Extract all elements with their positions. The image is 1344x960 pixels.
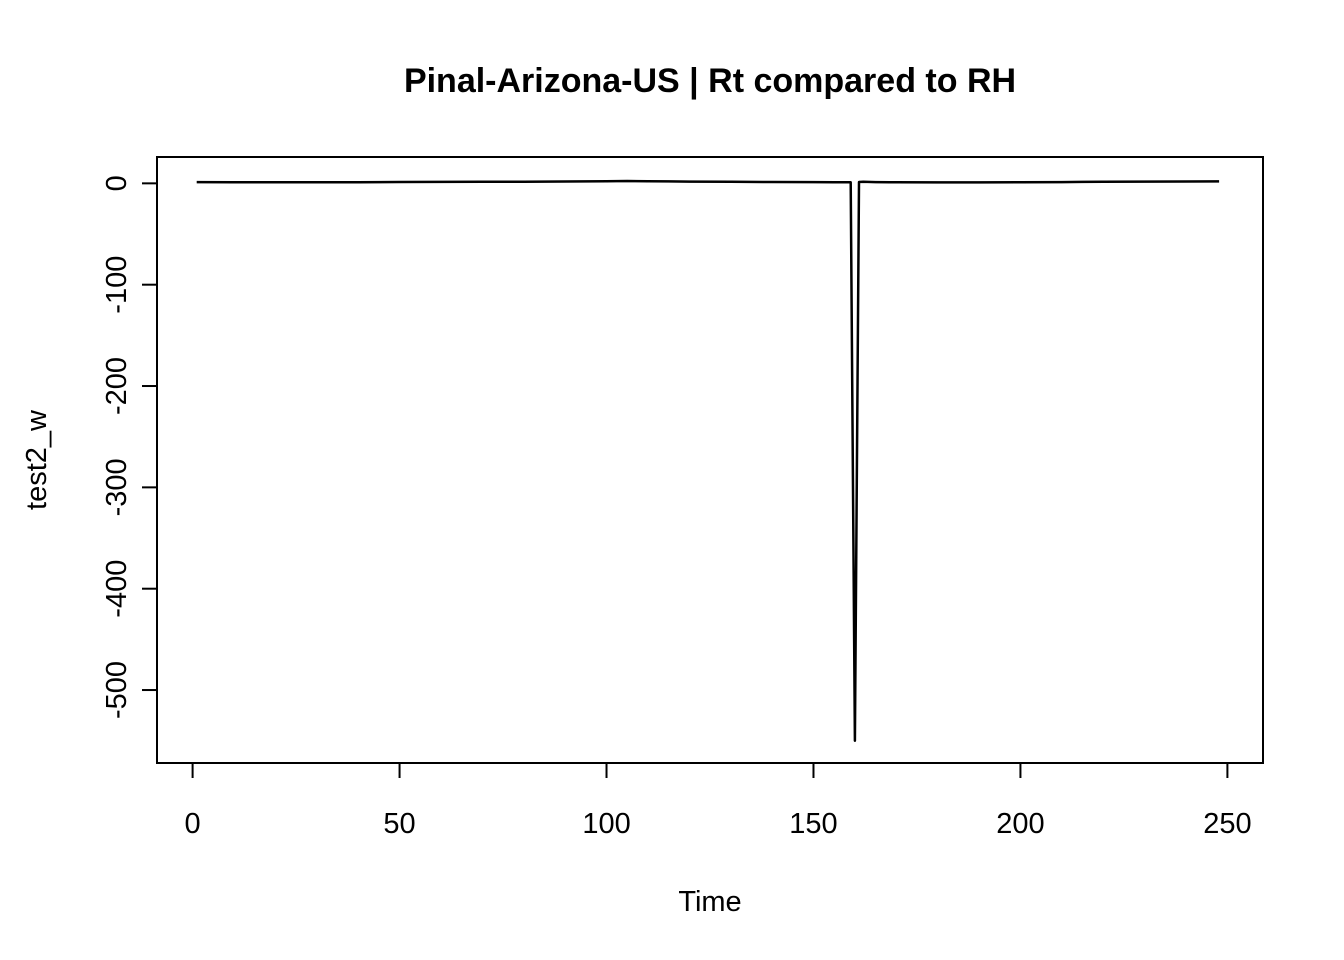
y-axis: 0 -100 -200 -300 -400 -500 <box>101 175 158 719</box>
series-line <box>196 179 1220 742</box>
series-layer <box>196 179 1220 742</box>
y-tick-label: -200 <box>101 357 133 415</box>
x-tick-label: 200 <box>996 808 1044 840</box>
x-tick-label: 250 <box>1203 808 1251 840</box>
x-tick-label: 0 <box>185 808 201 840</box>
x-axis: 0 50 100 150 200 250 <box>185 762 1252 840</box>
x-tick-label: 150 <box>789 808 837 840</box>
x-tick-label: 100 <box>582 808 630 840</box>
x-tick-label: 50 <box>383 808 415 840</box>
plot-frame <box>156 156 1264 764</box>
x-axis-label: Time <box>678 886 741 918</box>
y-tick-label: -300 <box>101 458 133 516</box>
y-tick-label: -500 <box>101 661 133 719</box>
y-tick-label: -400 <box>101 560 133 618</box>
y-tick-label: -100 <box>101 256 133 314</box>
y-tick-label: 0 <box>101 175 133 191</box>
y-axis-label: test2_w <box>21 409 53 510</box>
chart-title: Pinal-Arizona-US | Rt compared to RH <box>404 62 1016 100</box>
